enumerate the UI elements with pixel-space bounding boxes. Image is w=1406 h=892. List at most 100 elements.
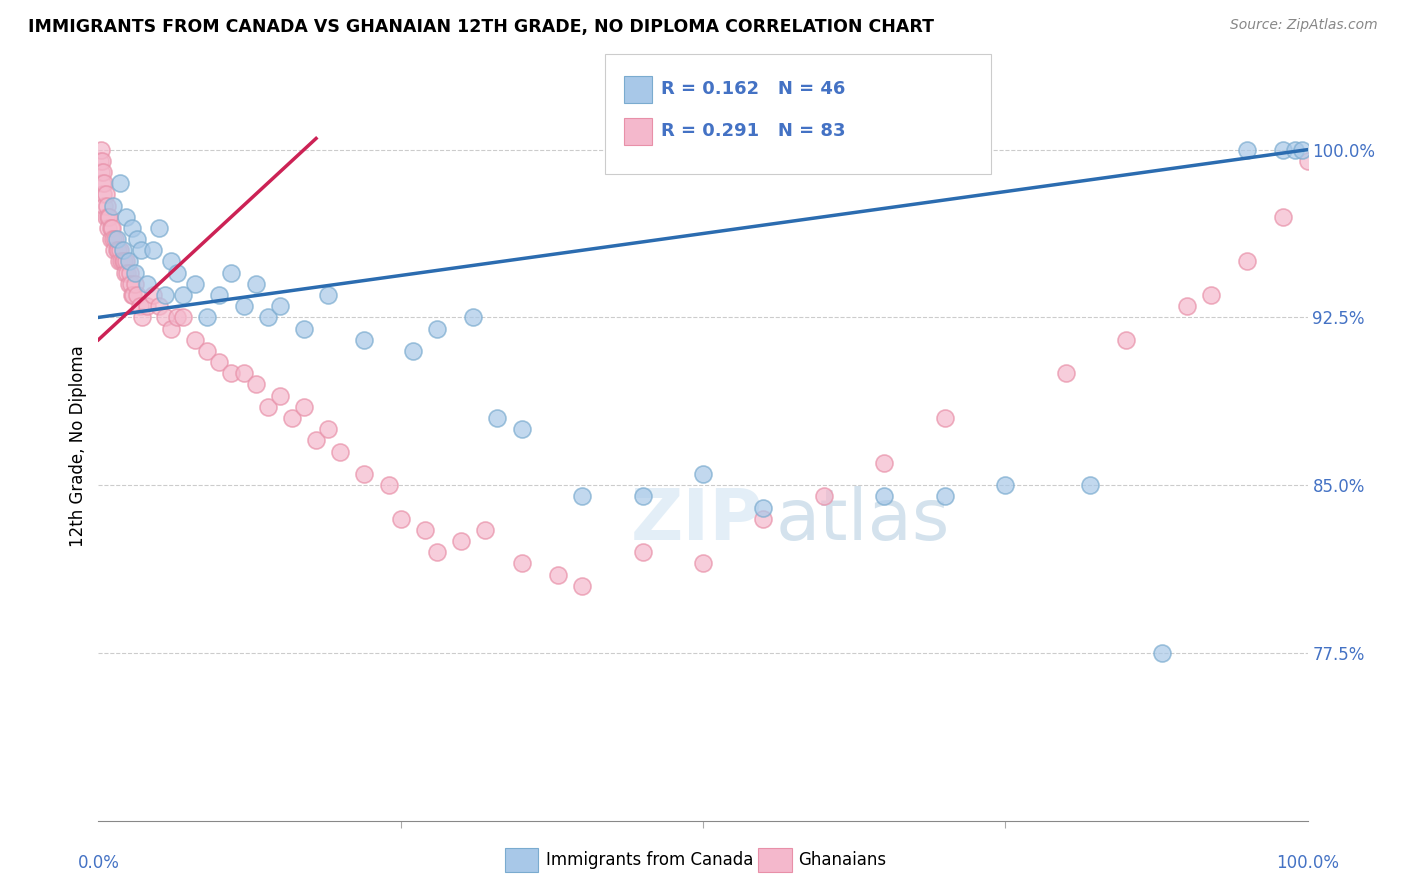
Point	[232, 367, 254, 381]
Point	[934, 411, 956, 425]
Point	[93, 176, 115, 190]
Point	[402, 343, 425, 358]
Point	[245, 277, 267, 291]
Text: ZIP: ZIP	[631, 486, 763, 556]
Point	[232, 299, 254, 313]
Text: IMMIGRANTS FROM CANADA VS GHANAIAN 12TH GRADE, NO DIPLOMA CORRELATION CHART: IMMIGRANTS FROM CANADA VS GHANAIAN 12TH …	[28, 18, 934, 36]
Point	[121, 221, 143, 235]
Point	[148, 221, 170, 235]
Point	[166, 310, 188, 325]
Text: Ghanaians: Ghanaians	[799, 851, 887, 869]
Point	[94, 210, 117, 224]
Point	[96, 198, 118, 212]
Point	[115, 210, 138, 224]
Point	[873, 489, 896, 503]
Point	[256, 310, 278, 325]
Point	[353, 333, 375, 347]
Point	[1152, 646, 1174, 660]
Point	[127, 288, 149, 302]
Point	[413, 523, 436, 537]
Point	[1272, 143, 1295, 157]
Point	[124, 277, 146, 291]
Point	[510, 422, 533, 436]
Point	[474, 523, 496, 537]
Point	[142, 244, 165, 258]
Point	[292, 321, 315, 335]
Point	[184, 277, 207, 291]
Point	[256, 400, 278, 414]
Point	[91, 187, 114, 202]
Point	[1236, 143, 1258, 157]
Point	[873, 456, 896, 470]
Point	[547, 567, 569, 582]
Point	[153, 310, 176, 325]
Point	[752, 500, 775, 515]
Point	[316, 288, 339, 302]
Point	[153, 288, 176, 302]
Point	[100, 232, 122, 246]
Point	[353, 467, 375, 481]
Text: Source: ZipAtlas.com: Source: ZipAtlas.com	[1230, 18, 1378, 32]
Point	[94, 187, 117, 202]
Point	[195, 343, 218, 358]
Point	[426, 321, 449, 335]
Point	[91, 153, 114, 168]
Point	[166, 266, 188, 280]
Y-axis label: 12th Grade, No Diploma: 12th Grade, No Diploma	[69, 345, 87, 547]
Text: 100.0%: 100.0%	[1277, 855, 1339, 872]
Point	[101, 198, 124, 212]
Point	[121, 288, 143, 302]
Point	[100, 221, 122, 235]
Point	[1272, 210, 1295, 224]
Point	[1054, 367, 1077, 381]
Point	[269, 299, 291, 313]
Point	[571, 489, 593, 503]
Point	[1115, 333, 1137, 347]
Point	[221, 266, 243, 280]
Point	[122, 288, 145, 302]
Point	[117, 266, 139, 280]
Point	[463, 310, 485, 325]
Text: R = 0.162   N = 46: R = 0.162 N = 46	[661, 80, 845, 98]
Point	[90, 165, 112, 179]
Point	[316, 422, 339, 436]
Point	[631, 489, 654, 503]
Point	[128, 299, 150, 313]
Point	[103, 244, 125, 258]
Point	[89, 153, 111, 168]
Point	[90, 143, 112, 157]
Point	[110, 254, 132, 268]
Point	[1078, 478, 1101, 492]
Point	[510, 557, 533, 571]
Point	[994, 478, 1017, 492]
Point	[105, 232, 128, 246]
Point	[111, 254, 134, 268]
Point	[631, 545, 654, 559]
Point	[1199, 288, 1222, 302]
Point	[107, 244, 129, 258]
Text: Immigrants from Canada: Immigrants from Canada	[546, 851, 752, 869]
Point	[1296, 153, 1319, 168]
Point	[692, 467, 714, 481]
Point	[450, 534, 472, 549]
Point	[571, 579, 593, 593]
Point	[91, 176, 114, 190]
Point	[148, 299, 170, 313]
Point	[118, 254, 141, 268]
Point	[108, 176, 131, 190]
Point	[281, 411, 304, 425]
Point	[101, 232, 124, 246]
Point	[91, 165, 114, 179]
Point	[172, 310, 194, 325]
Point	[752, 511, 775, 525]
Point	[135, 299, 157, 313]
Point	[1291, 143, 1313, 157]
Point	[160, 321, 183, 335]
Point	[93, 198, 115, 212]
Point	[184, 333, 207, 347]
Point	[111, 244, 134, 258]
Point	[160, 254, 183, 268]
Point	[142, 288, 165, 302]
Point	[108, 254, 131, 268]
Point	[377, 478, 399, 492]
